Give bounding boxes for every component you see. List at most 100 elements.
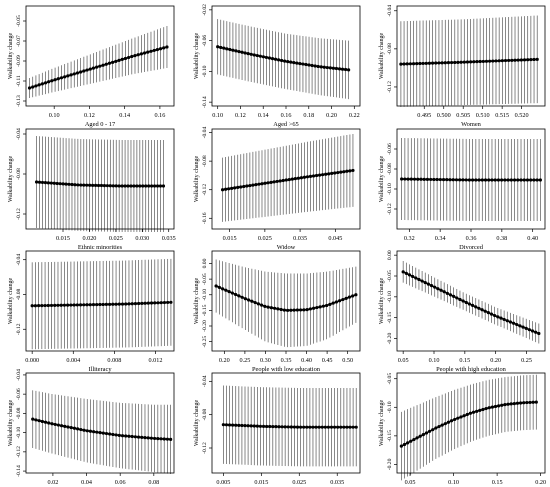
mean-point [336,425,340,429]
mean-point [63,75,67,79]
mean-point [503,403,507,407]
mean-point [58,182,62,186]
mean-point [328,66,332,70]
mean-point [471,410,476,414]
x-tick-label: 0.510 [476,112,490,119]
mean-point [302,425,306,429]
mean-point [240,50,244,54]
mean-point [535,178,539,182]
mean-point [50,79,54,83]
mean-point [506,178,510,182]
x-tick-label: 0.22 [349,112,360,119]
mean-point [69,426,73,430]
y-tick-label: -0.10 [387,183,393,195]
mean-point [405,62,409,66]
mean-point [519,178,523,182]
mean-point [166,300,170,305]
mean-point [127,434,131,438]
mean-point [120,302,125,306]
mean-point [292,61,296,65]
mean-point [348,169,352,173]
mean-point [427,61,432,65]
mean-point [52,181,56,185]
mean-point [341,297,345,302]
mean-point [216,45,220,49]
mean-point [37,304,41,308]
mean-point [37,419,41,423]
y-tick-label: -0.08 [202,409,208,421]
y-tick-label: -0.05 [387,373,393,385]
mean-point [301,62,305,66]
plot-frame [25,250,175,352]
y-tick-label: -0.12 [387,81,393,93]
mean-point [43,81,48,85]
mean-point [73,183,77,187]
mean-point [462,60,466,64]
mean-point [114,302,118,306]
mean-point [477,306,481,310]
mean-point [228,47,232,52]
mean-point [423,280,427,285]
mean-point [427,429,432,433]
mean-point [528,400,532,405]
mean-point [497,404,501,408]
x-tick-label: 0.14 [119,112,130,119]
y-tick-label: -0.15 [387,312,393,324]
mean-point [266,305,270,309]
mean-point [472,60,476,64]
mean-point [243,297,247,301]
mean-point [43,181,48,185]
y-tick-label: -0.12 [16,446,22,458]
mean-point [464,178,468,182]
mean-point [534,330,538,334]
mean-point [321,173,325,177]
mean-point [150,184,154,188]
mean-curve [400,401,537,447]
mean-point [509,402,513,406]
x-tick-label: 0.20 [219,357,230,364]
mean-point [155,184,160,188]
mean-point [452,294,456,298]
chart-panel: 0.050.100.150.20-0.05-0.10-0.15-0.20Blue… [379,372,546,486]
mean-point [333,171,337,175]
y-tick-label: -0.14 [202,96,208,108]
mean-point [233,186,237,190]
mean-point [91,66,96,70]
mean-point [82,183,86,187]
mean-point [499,316,503,320]
y-tick-label: -0.20 [387,458,393,470]
mean-point [136,435,141,439]
mean-point [302,308,306,312]
x-tick-label: 0.45 [322,357,333,364]
mean-point [502,317,506,322]
mean-point [418,434,422,438]
mean-point [221,423,225,427]
mean-point [245,184,249,188]
x-axis-label: People with low education [252,366,321,373]
mean-point [308,174,313,178]
mean-point [224,187,228,191]
mean-point [525,400,529,405]
mean-point [319,65,323,69]
mean-point [85,429,89,433]
plot-frame [396,372,546,474]
mean-point [446,61,451,65]
mean-point [88,67,92,71]
mean-point [535,57,539,61]
mean-point [513,58,517,62]
y-axis-label: Walkability change [379,33,385,80]
mean-point [279,307,283,312]
mean-point [135,184,139,188]
y-tick-label: -0.05 [16,15,22,27]
mean-point [98,64,102,68]
mean-point [419,177,423,181]
mean-point [320,425,324,429]
mean-point [227,187,231,191]
mean-point [339,425,343,429]
mean-point [85,68,89,72]
mean-point [429,284,434,288]
mean-point [234,292,238,297]
mean-point [162,437,166,441]
mean-point [486,311,490,315]
